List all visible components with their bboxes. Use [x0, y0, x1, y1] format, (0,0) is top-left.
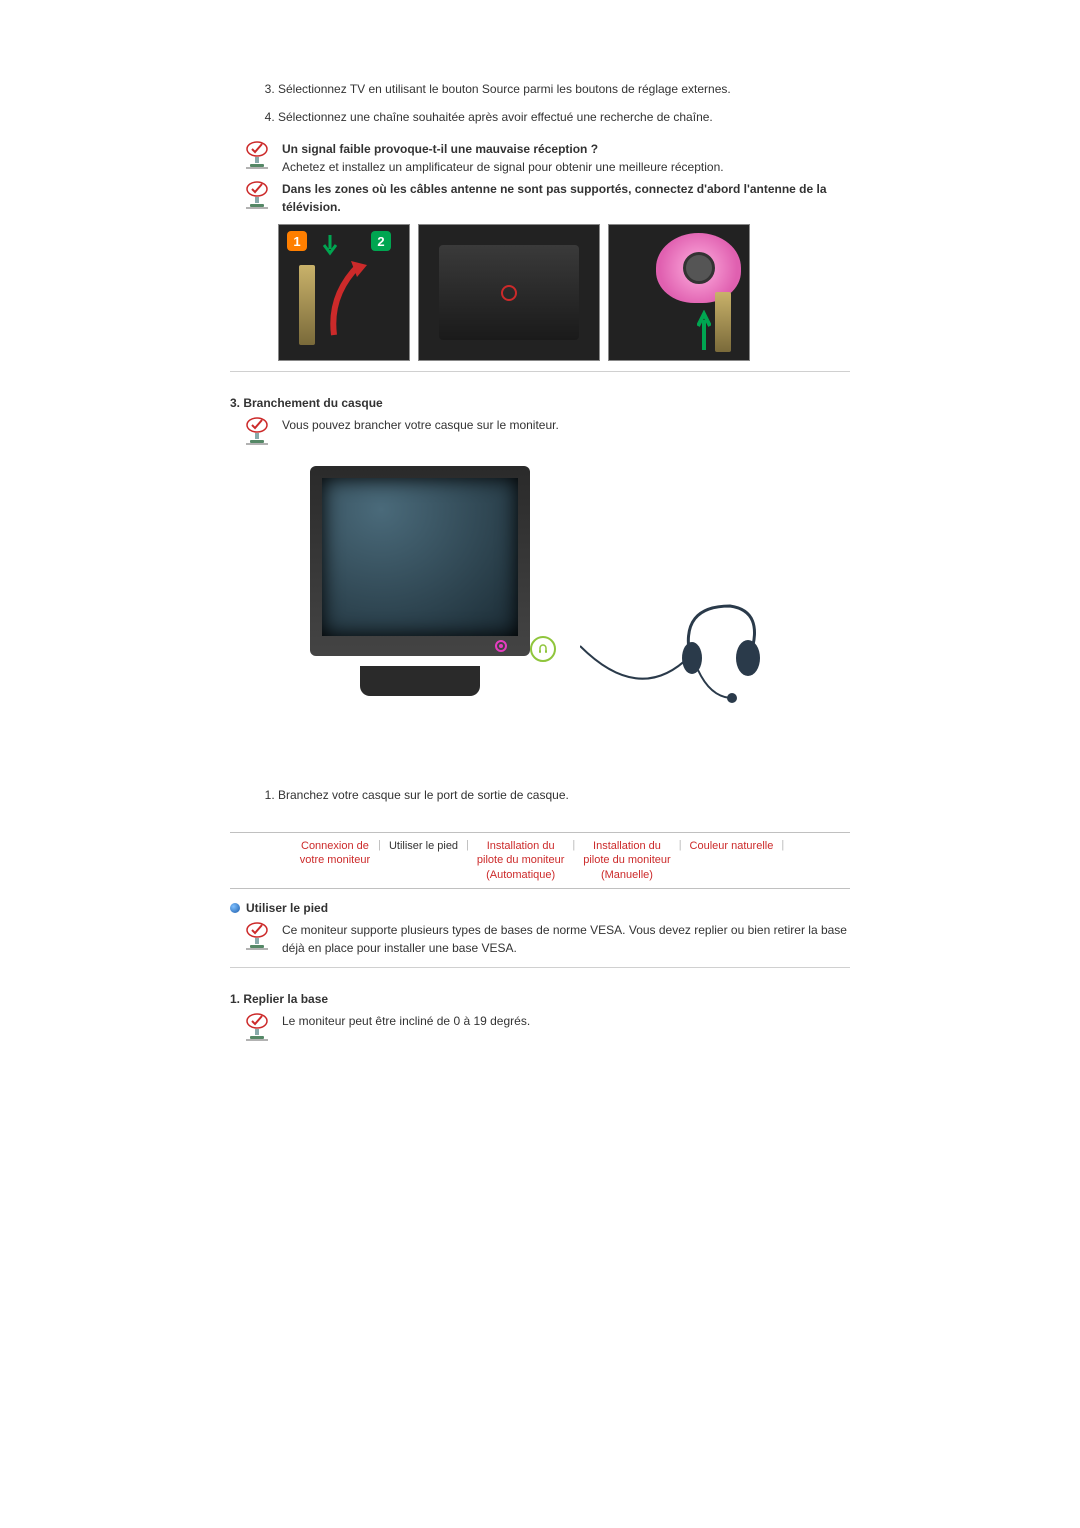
note-antenna: Dans les zones où les câbles antenne ne …	[244, 180, 850, 216]
tab-utiliser-pied[interactable]: Utiliser le pied	[383, 839, 464, 853]
antenna-illustration: 1 2	[278, 224, 850, 361]
note-weak-signal: Un signal faible provoque-t-il une mauva…	[244, 140, 850, 176]
heading-utiliser-pied-text: Utiliser le pied	[246, 901, 328, 915]
note-casque: Vous pouvez brancher votre casque sur le…	[244, 416, 850, 446]
illus-panel-3	[608, 224, 750, 361]
badge-2: 2	[371, 231, 391, 251]
note-weak-signal-body: Achetez et installez un amplificateur de…	[282, 160, 724, 174]
connector-icon	[715, 292, 731, 352]
heading-utiliser-pied: Utiliser le pied	[230, 901, 850, 915]
tab-separator: |	[464, 839, 471, 851]
tab-separator: |	[779, 839, 786, 851]
step-3: Sélectionnez TV en utilisant le bouton S…	[278, 80, 850, 98]
tab-separator: |	[570, 839, 577, 851]
illus-panel-2	[418, 224, 600, 361]
checkmark-icon	[244, 921, 272, 951]
tab-install-manuelle[interactable]: Installation du pilote du moniteur (Manu…	[577, 839, 676, 882]
monitor-icon	[310, 466, 530, 696]
headphone-illustration	[300, 466, 780, 746]
casque-step-1: Branchez votre casque sur le port de sor…	[278, 786, 850, 804]
tab-label-line: Couleur naturelle	[690, 840, 774, 852]
note-casque-text: Vous pouvez brancher votre casque sur le…	[282, 416, 850, 434]
tab-label-line: Connexion de	[301, 840, 369, 852]
tab-label-line: Utiliser le pied	[389, 840, 458, 852]
port-dot-icon	[494, 639, 508, 653]
checkmark-icon	[244, 1012, 272, 1042]
note-replier-text: Le moniteur peut être incliné de 0 à 19 …	[282, 1012, 850, 1030]
tab-label-line: Installation du	[487, 840, 555, 852]
heading-casque: 3. Branchement du casque	[230, 396, 850, 410]
tab-separator: |	[376, 839, 383, 851]
section-divider	[230, 371, 850, 372]
bullet-icon	[230, 903, 240, 913]
tab-couleur[interactable]: Couleur naturelle	[684, 839, 780, 853]
checkmark-icon	[244, 180, 272, 210]
note-antenna-text: Dans les zones où les câbles antenne ne …	[282, 180, 850, 216]
section-divider	[230, 967, 850, 968]
headphone-port-icon	[530, 636, 556, 662]
port-highlight-icon	[500, 284, 518, 302]
note-weak-signal-title: Un signal faible provoque-t-il une mauva…	[282, 142, 598, 156]
top-steps: Sélectionnez TV en utilisant le bouton S…	[230, 80, 850, 126]
green-down-arrow-icon	[323, 235, 337, 257]
note-replier: Le moniteur peut être incliné de 0 à 19 …	[244, 1012, 850, 1042]
tab-label-line: pilote du moniteur	[477, 854, 564, 866]
tab-separator: |	[677, 839, 684, 851]
tab-label-line: votre moniteur	[300, 854, 370, 866]
green-up-arrow-icon	[697, 310, 711, 350]
step-4: Sélectionnez une chaîne souhaitée après …	[278, 108, 850, 126]
headset-icon	[580, 586, 770, 736]
tab-connexion[interactable]: Connexion de votre moniteur	[294, 839, 376, 868]
tabs-nav: Connexion de votre moniteur | Utiliser l…	[230, 832, 850, 889]
checkmark-icon	[244, 416, 272, 446]
checkmark-icon	[244, 140, 272, 170]
note-pied-text: Ce moniteur supporte plusieurs types de …	[282, 921, 850, 957]
tab-label-line: pilote du moniteur	[583, 854, 670, 866]
note-pied: Ce moniteur supporte plusieurs types de …	[244, 921, 850, 957]
badge-1: 1	[287, 231, 307, 251]
curved-arrow-icon	[329, 255, 369, 345]
heading-replier: 1. Replier la base	[230, 992, 850, 1006]
tab-label-line: (Manuelle)	[601, 869, 653, 881]
tab-label-line: (Automatique)	[486, 869, 555, 881]
connector-icon	[299, 265, 315, 345]
tab-install-auto[interactable]: Installation du pilote du moniteur (Auto…	[471, 839, 570, 882]
illus-panel-1: 1 2	[278, 224, 410, 361]
note-weak-signal-text: Un signal faible provoque-t-il une mauva…	[282, 140, 850, 176]
casque-steps: Branchez votre casque sur le port de sor…	[230, 786, 850, 804]
tab-label-line: Installation du	[593, 840, 661, 852]
